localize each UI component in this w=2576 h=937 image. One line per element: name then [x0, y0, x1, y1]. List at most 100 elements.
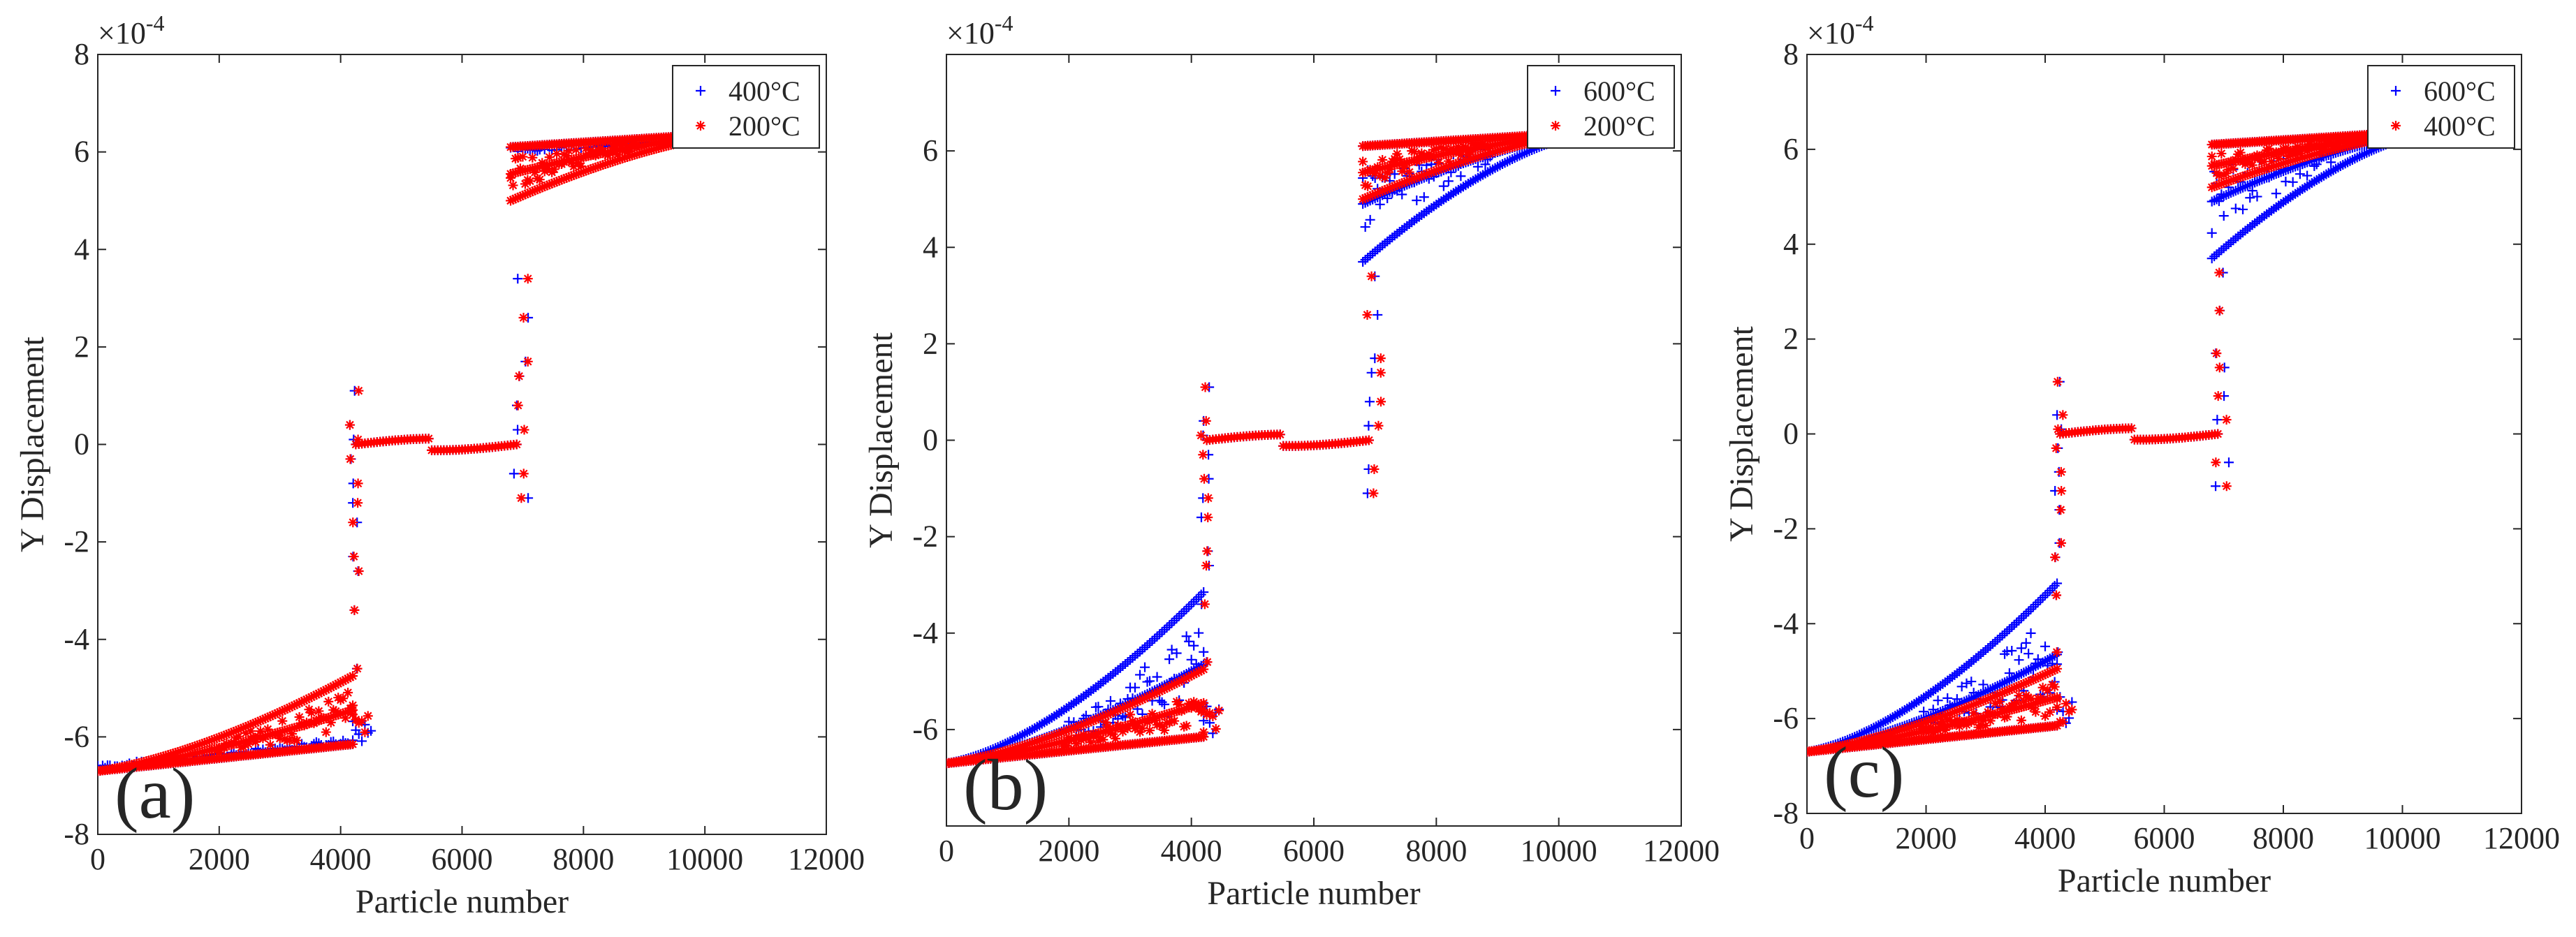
data-point [263, 712, 273, 723]
data-point [1174, 611, 1185, 621]
data-point [1122, 701, 1133, 711]
data-point [1155, 629, 1165, 640]
data-point [508, 468, 519, 479]
data-point [525, 176, 535, 186]
data-point [170, 747, 181, 758]
data-point [1120, 712, 1130, 723]
data-point [321, 727, 331, 737]
data-point [2002, 676, 2012, 686]
data-point [1030, 737, 1040, 747]
data-point [1931, 714, 1941, 724]
data-point [338, 693, 349, 704]
data-point [2026, 675, 2036, 686]
y-tick-label: 0 [923, 423, 938, 457]
data-point [330, 679, 341, 690]
data-point [1397, 166, 1407, 177]
y-tick-label: 2 [923, 326, 938, 360]
data-point [2211, 194, 2222, 205]
data-point [2302, 170, 2313, 181]
data-point [1438, 194, 1449, 205]
data-point [2221, 415, 2232, 425]
data-point [1366, 271, 1377, 281]
data-point [1375, 242, 1385, 253]
y-tick-label: 2 [1783, 322, 1799, 356]
data-point [2049, 665, 2060, 675]
data-point [571, 145, 581, 155]
x-axis-label: Particle number [2058, 862, 2271, 899]
data-point [1159, 725, 1170, 735]
y-tick-label: 2 [74, 330, 89, 364]
data-point [2009, 698, 2019, 709]
data-point [338, 708, 349, 718]
data-point [353, 566, 364, 577]
y-tick-label: -6 [64, 719, 89, 753]
data-point [1945, 709, 1955, 719]
data-point [2216, 179, 2227, 189]
data-point [1366, 367, 1377, 378]
data-point [1380, 172, 1390, 183]
data-point [2266, 156, 2276, 167]
data-point [287, 701, 298, 711]
data-point [1380, 185, 1390, 195]
data-point [1985, 693, 1996, 703]
data-point [1456, 157, 1466, 168]
data-point [2037, 670, 2048, 681]
data-point [353, 385, 364, 396]
data-point [1196, 430, 1206, 441]
data-point [2264, 143, 2274, 154]
data-point [1030, 723, 1040, 733]
data-point [2044, 667, 2055, 677]
data-point [2026, 604, 2036, 614]
data-point [1059, 704, 1069, 715]
data-point [1433, 164, 1444, 175]
data-point [1140, 642, 1150, 653]
x-tick-label: 4000 [310, 842, 372, 876]
data-point [1446, 189, 1456, 200]
data-point [1171, 678, 1182, 688]
data-point [1990, 691, 2000, 701]
data-point [2056, 486, 2067, 496]
data-point [263, 724, 273, 735]
data-point [2343, 157, 2353, 168]
panel-c: 0 2000 4000 6000 8000 10000 12000-8-6-4-202468… [1723, 10, 2560, 899]
data-point [2218, 211, 2229, 221]
data-point [1110, 733, 1120, 744]
data-point [2245, 169, 2255, 179]
data-point [2016, 643, 2026, 654]
data-point [1093, 680, 1104, 691]
legend-box [672, 65, 820, 149]
data-point [1169, 615, 1180, 626]
data-point [1199, 698, 1209, 708]
data-point [1125, 709, 1135, 720]
data-point [1424, 168, 1434, 178]
data-point [1194, 592, 1204, 603]
data-point [2042, 685, 2053, 695]
data-point [1370, 168, 1380, 179]
data-point [1044, 732, 1055, 742]
data-point [2007, 645, 2017, 656]
data-point [212, 733, 222, 744]
data-point [595, 161, 606, 171]
data-point [250, 737, 261, 747]
data-point [2051, 590, 2062, 600]
data-point [275, 707, 285, 717]
legend-marker [2391, 121, 2401, 131]
data-point [321, 684, 331, 695]
data-point [552, 177, 562, 187]
data-point [2242, 170, 2253, 180]
data-point [1051, 730, 1062, 740]
data-point [1966, 700, 1977, 711]
data-point [2221, 168, 2232, 179]
x-tick-label: 10000 [1521, 834, 1597, 868]
data-point [314, 688, 324, 699]
exponent-power: -4 [995, 10, 1013, 36]
data-point [1202, 546, 1213, 556]
data-point [304, 693, 314, 704]
data-point [1392, 228, 1403, 239]
data-point [221, 730, 232, 740]
data-point [1987, 639, 1998, 649]
data-point [515, 191, 525, 202]
data-point [1100, 710, 1111, 721]
